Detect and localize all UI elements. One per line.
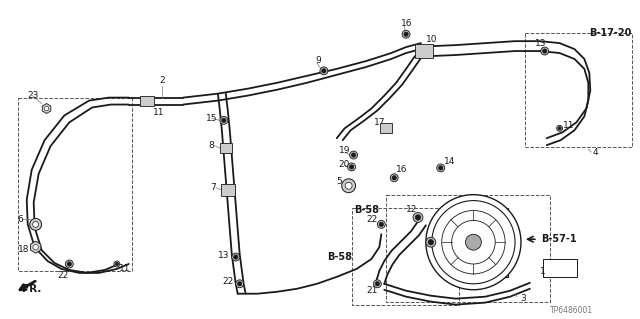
Bar [415, 44, 433, 58]
Text: 6: 6 [18, 215, 24, 224]
Text: 13: 13 [218, 251, 229, 260]
Circle shape [426, 195, 521, 290]
Bar [140, 96, 154, 106]
Circle shape [438, 166, 443, 170]
Circle shape [413, 212, 423, 222]
Circle shape [541, 47, 548, 55]
Bar [18, 98, 132, 271]
Text: 4: 4 [592, 148, 598, 157]
Circle shape [232, 253, 240, 261]
Bar [380, 123, 392, 133]
Circle shape [392, 176, 396, 180]
Circle shape [29, 219, 42, 230]
Circle shape [452, 220, 495, 264]
Circle shape [351, 153, 356, 157]
Circle shape [379, 222, 383, 226]
Bar [351, 208, 459, 305]
Text: 15: 15 [206, 114, 218, 123]
Text: 5: 5 [337, 177, 342, 186]
Circle shape [442, 211, 505, 274]
Circle shape [221, 118, 226, 122]
Text: 11: 11 [152, 108, 164, 117]
Circle shape [220, 116, 228, 124]
Circle shape [115, 262, 118, 266]
Text: 22: 22 [58, 271, 68, 280]
Circle shape [234, 255, 238, 259]
Text: 1: 1 [540, 267, 545, 277]
Text: 2: 2 [159, 76, 165, 85]
Circle shape [557, 125, 563, 131]
Bar [221, 184, 235, 196]
Circle shape [33, 244, 38, 250]
Bar [454, 208, 508, 277]
Circle shape [378, 220, 385, 228]
Text: 18: 18 [18, 245, 29, 254]
Circle shape [432, 201, 515, 284]
Circle shape [390, 174, 398, 182]
Circle shape [543, 49, 547, 53]
Text: 10: 10 [426, 35, 437, 44]
Circle shape [349, 165, 354, 169]
Text: 23: 23 [28, 91, 39, 100]
Circle shape [373, 280, 381, 288]
Circle shape [404, 32, 408, 36]
Text: 13: 13 [535, 39, 547, 48]
Circle shape [415, 215, 420, 220]
Circle shape [114, 261, 120, 267]
Bar [543, 259, 577, 277]
Circle shape [44, 106, 49, 111]
Circle shape [65, 260, 74, 268]
Text: 16: 16 [396, 165, 408, 174]
Text: 19: 19 [339, 145, 350, 155]
Text: B-57-1: B-57-1 [541, 234, 577, 244]
Text: B-58: B-58 [327, 252, 352, 262]
Text: 16: 16 [401, 19, 413, 28]
Text: 22: 22 [367, 215, 378, 224]
Text: 12: 12 [406, 205, 417, 214]
Circle shape [402, 30, 410, 38]
Circle shape [348, 163, 356, 171]
Text: B-17-20: B-17-20 [589, 28, 632, 38]
Text: 22: 22 [223, 277, 234, 286]
Bar [525, 33, 632, 147]
Circle shape [33, 221, 38, 227]
Text: 8: 8 [208, 141, 214, 150]
Text: 12: 12 [433, 247, 444, 256]
Text: 7: 7 [210, 183, 216, 192]
Text: 11: 11 [563, 121, 574, 130]
Text: TP6486001: TP6486001 [550, 306, 593, 315]
Circle shape [375, 282, 380, 286]
Circle shape [345, 182, 352, 189]
Circle shape [237, 282, 242, 286]
Text: 11: 11 [119, 264, 131, 273]
Polygon shape [42, 104, 51, 114]
Text: FR.: FR. [22, 284, 41, 294]
Text: B-58: B-58 [355, 204, 380, 214]
Text: 17: 17 [374, 118, 386, 127]
Circle shape [236, 280, 244, 288]
Text: 14: 14 [444, 158, 455, 167]
Text: 9: 9 [315, 56, 321, 65]
Text: 21: 21 [367, 286, 378, 295]
Circle shape [349, 151, 358, 159]
Circle shape [426, 237, 436, 247]
Circle shape [322, 69, 326, 73]
Circle shape [558, 127, 561, 130]
Bar [220, 143, 232, 153]
Circle shape [342, 179, 356, 193]
Circle shape [320, 67, 328, 75]
Text: 3: 3 [520, 294, 525, 303]
Text: 20: 20 [339, 160, 350, 169]
Circle shape [436, 164, 445, 172]
Circle shape [465, 234, 481, 250]
Circle shape [67, 262, 72, 266]
Circle shape [428, 240, 433, 245]
Bar [387, 195, 550, 302]
Polygon shape [31, 241, 41, 253]
